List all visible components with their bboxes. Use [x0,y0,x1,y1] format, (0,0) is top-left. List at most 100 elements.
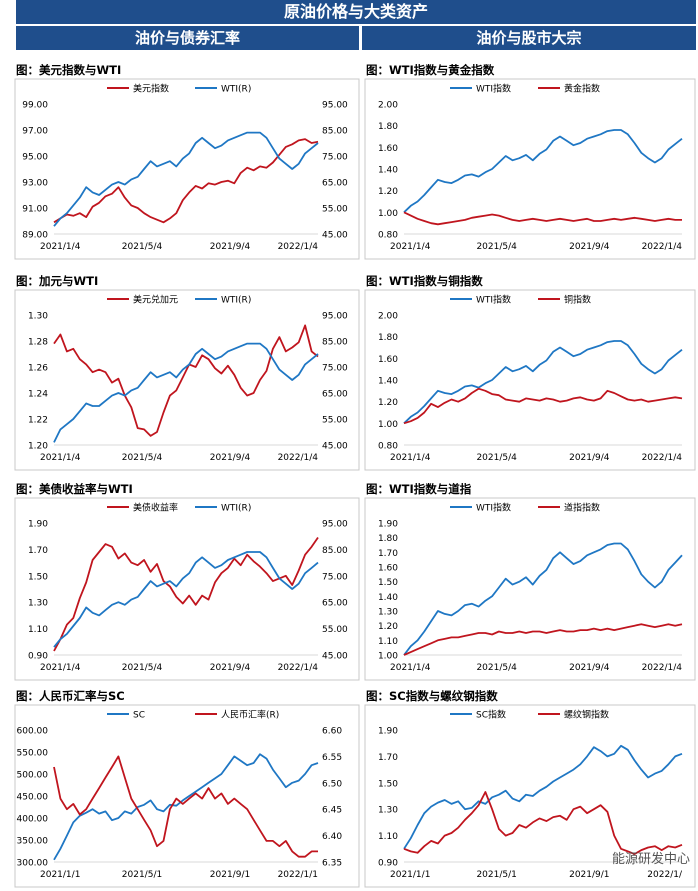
y2-tick-label: 6.50 [322,779,342,789]
x-tick-label: 2022/1/4 [278,663,319,673]
series-line-2 [53,342,319,443]
y-tick-label: 97.00 [22,127,48,137]
y2-tick-label: 55.00 [322,625,348,635]
y-tick-label: 1.22 [28,416,48,426]
page-title: 原油价格与大类资产 [16,0,696,24]
y-tick-label: 2.00 [378,101,398,111]
y-tick-label: 1.70 [378,549,398,559]
y-tick-label: 1.50 [378,779,398,789]
chart-panel-c1: 图：美元指数与WTI 89.00 91.00 93.00 95.00 97.00 99.0… [14,62,360,260]
y-tick-label: 1.20 [378,398,398,408]
y2-tick-label: 6.60 [322,727,342,737]
x-tick-label: 2021/5/4 [476,453,517,463]
y-tick-label: 1.26 [28,364,48,374]
chart-c5: 0.80 1.00 1.20 1.40 1.60 1.80 2.00 2021/1/4 2021… [364,78,696,260]
y-tick-label: 1.24 [28,390,48,400]
series-line-2 [53,755,318,858]
legend-label: 美元指数 [133,83,169,95]
y-tick-label: 1.60 [378,355,398,365]
y-tick-label: 1.20 [28,442,48,452]
y-tick-label: 1.40 [378,377,398,387]
y2-tick-label: 6.40 [322,832,342,842]
legend-label: WTI(R) [221,296,251,306]
chart-c2: 1.20 1.22 1.24 1.26 1.28 1.30 45.00 55.00 65.00 7… [14,289,360,471]
y2-tick-label: 95.00 [322,101,348,111]
x-tick-label: 2021/9/4 [569,453,610,463]
series-line-1 [53,324,319,437]
x-tick-label: 2022/1/1 [278,870,318,880]
y2-tick-label: 65.00 [322,390,348,400]
chart-title: 图：加元与WTI [16,274,99,288]
y2-tick-label: 85.00 [322,338,348,348]
x-tick-label: 2021/1/4 [40,663,81,673]
y-tick-label: 2.00 [378,312,398,322]
chart-panel-c5: 图：WTI指数与黄金指数 0.80 1.00 1.20 1.40 1.60 1.80 2.0… [364,62,696,260]
legend-label: SC [133,711,145,721]
x-tick-label: 2021/5/1 [122,870,162,880]
chart-panel-c2: 图：加元与WTI 1.20 1.22 1.24 1.26 1.28 1.30 45.00 55… [14,273,360,471]
legend-label: 黄金指数 [564,83,600,95]
y-tick-label: 1.50 [378,578,398,588]
y-tick-label: 1.70 [378,753,398,763]
y2-tick-label: 45.00 [322,231,348,241]
x-tick-label: 2022/1/4 [642,453,683,463]
x-tick-label: 2021/9/4 [569,242,610,252]
y2-tick-label: 65.00 [322,599,348,609]
x-tick-label: 2021/5/4 [122,242,163,252]
y-tick-label: 300.00 [17,859,49,869]
y-tick-label: 1.70 [28,546,48,556]
series-line-2 [403,791,683,855]
y-tick-label: 1.80 [378,122,398,132]
legend-label: 人民币汇率(R) [221,709,279,721]
y-tick-label: 1.30 [28,599,48,609]
y-tick-label: 1.30 [378,806,398,816]
y2-tick-label: 55.00 [322,416,348,426]
series-line-1 [403,340,683,424]
x-tick-label: 2021/9/1 [569,870,609,880]
x-tick-label: 2021/5/4 [122,663,163,673]
x-tick-label: 2022/1/4 [642,242,683,252]
x-tick-label: 2021/9/4 [569,663,610,673]
y2-tick-label: 75.00 [322,364,348,374]
y2-tick-label: 6.55 [322,753,342,763]
x-tick-label: 2021/1/4 [390,663,431,673]
series-line-2 [53,131,319,227]
y-tick-label: 0.80 [378,442,398,452]
y-tick-label: 1.40 [378,593,398,603]
chart-c1: 89.00 91.00 93.00 95.00 97.00 99.00 45.00 55.00… [14,78,360,260]
chart-frame [364,78,696,260]
y2-tick-label: 6.35 [322,859,342,869]
series-line-1 [53,753,319,861]
series-line-2 [403,387,683,425]
x-tick-label: 2021/1/4 [390,242,431,252]
x-tick-label: 2022/1/4 [642,663,683,673]
y-tick-label: 93.00 [22,179,48,189]
y-tick-label: 350.00 [17,837,49,847]
chart-title: 图：WTI指数与道指 [366,482,472,496]
y-tick-label: 1.30 [28,312,48,322]
y-tick-label: 89.00 [22,231,48,241]
chart-panel-c7: 图：WTI指数与道指 1.00 1.10 1.20 1.30 1.40 1.50 1.60 1… [364,481,696,681]
right-column-header: 油价与股市大宗 [362,26,696,50]
y-tick-label: 1.10 [378,832,398,842]
legend-label: 铜指数 [564,294,591,306]
y2-tick-label: 65.00 [322,179,348,189]
legend-label: 美元兑加元 [133,294,178,306]
y-tick-label: 600.00 [17,727,49,737]
x-tick-label: 2021/9/4 [210,242,251,252]
series-line-2 [403,211,682,226]
y-tick-label: 400.00 [17,815,49,825]
y-tick-label: 1.00 [378,420,398,430]
y-tick-label: 450.00 [17,793,49,803]
chart-title: 图：WTI指数与黄金指数 [366,63,495,77]
x-tick-label: 2021/9/1 [210,870,250,880]
chart-c4: 300.00 350.00 400.00 450.00 500.00 550.00 600.… [14,704,360,888]
series-line-1 [53,138,319,224]
x-tick-label: 2021/5/4 [476,242,517,252]
chart-c3: 0.90 1.10 1.30 1.50 1.70 1.90 45.00 55.00 65.00 7… [14,497,360,681]
y-tick-label: 550.00 [17,749,49,759]
series-line-1 [403,129,683,213]
chart-frame [364,289,696,471]
y-tick-label: 1.60 [378,144,398,154]
legend-label: WTI(R) [221,504,251,514]
